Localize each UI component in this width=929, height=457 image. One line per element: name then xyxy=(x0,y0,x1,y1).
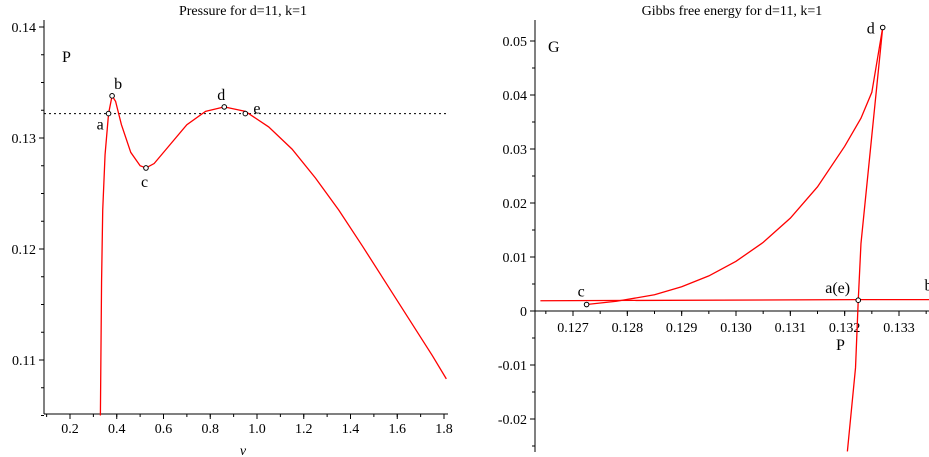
point-label: a xyxy=(97,117,104,134)
ticks: 0.2 0.4 0.6 0.8 1.0 1.2 1.4 1.6 1.8 0.11 0.12 0.13 0… xyxy=(12,21,453,437)
x-tick-label: 0.6 xyxy=(155,422,173,437)
point-label: d xyxy=(217,87,225,104)
point-e-marker xyxy=(242,110,249,117)
x-tick-label: 0.132 xyxy=(829,321,861,336)
x-tick-label: 1.6 xyxy=(389,422,407,437)
x-tick-label: 0.128 xyxy=(612,321,644,336)
markers: c a(e) b d xyxy=(578,21,929,308)
markers: a b c d e xyxy=(97,76,261,191)
pressure-curve xyxy=(99,94,447,416)
point-label: b xyxy=(114,76,122,93)
y-tick-label: -0.02 xyxy=(498,413,527,428)
axes xyxy=(534,20,929,452)
y-tick-label: 0.13 xyxy=(12,132,37,147)
y-tick-label: 0 xyxy=(520,305,527,320)
gibbs-curve xyxy=(846,27,884,452)
curves xyxy=(540,27,929,452)
point-marker xyxy=(583,301,590,308)
point-d-marker xyxy=(221,104,228,110)
x-tick-label: 0.2 xyxy=(61,422,79,437)
point-marker xyxy=(879,24,886,31)
x-tick-label: 0.130 xyxy=(720,321,752,336)
point-label: b xyxy=(924,278,929,295)
pressure-chart: Pressure for d=11, k=1 P v 0.2 0.4 0.6 0.8 1… xyxy=(12,4,453,457)
y-tick-label: 0.12 xyxy=(12,243,37,258)
axes xyxy=(43,20,448,415)
x-tick-label: 1.0 xyxy=(248,422,266,437)
x-tick-label: 1.8 xyxy=(435,422,453,437)
point-b-marker xyxy=(109,93,115,99)
x-tick-label: 0.129 xyxy=(666,321,698,336)
curves xyxy=(99,94,447,416)
point-c-marker xyxy=(143,165,149,171)
y-axis-label: P xyxy=(62,49,71,66)
x-tick-label: 0.133 xyxy=(883,321,915,336)
x-tick-label: 0.8 xyxy=(202,422,220,437)
chart-title: Pressure for d=11, k=1 xyxy=(179,4,307,19)
x-tick-label: 1.4 xyxy=(342,422,360,437)
y-tick-label: -0.01 xyxy=(498,359,527,374)
y-tick-label: 0.05 xyxy=(503,35,528,50)
x-tick-label: 1.2 xyxy=(295,422,313,437)
point-label: c xyxy=(578,284,585,301)
y-tick-label: 0.04 xyxy=(503,89,528,104)
point-label: e xyxy=(253,101,260,118)
point-label: d xyxy=(867,21,875,38)
x-tick-label: 0.131 xyxy=(775,321,807,336)
point-label: a(e) xyxy=(825,280,850,297)
point-label: c xyxy=(141,174,148,191)
y-tick-label: 0.02 xyxy=(503,197,528,212)
y-tick-label: 0.03 xyxy=(503,143,528,158)
gibbs-curve xyxy=(540,299,929,302)
ticks: 0.127 0.128 0.129 0.130 0.131 0.132 0.133 -0.02… xyxy=(498,35,927,447)
point-a-marker xyxy=(105,110,112,117)
x-axis-label: v xyxy=(240,444,247,457)
gibbs-chart: Gibbs free energy for d=11, k=1 G P 0.12… xyxy=(498,4,929,452)
gibbs-curve xyxy=(586,27,884,306)
chart-title: Gibbs free energy for d=11, k=1 xyxy=(642,4,823,19)
x-axis-label: P xyxy=(836,337,845,354)
x-tick-label: 0.4 xyxy=(108,422,126,437)
y-axis-label: G xyxy=(548,39,560,56)
x-tick-label: 0.127 xyxy=(557,321,589,336)
y-tick-label: 0.11 xyxy=(12,354,36,369)
y-tick-label: 0.01 xyxy=(503,251,528,266)
point-marker xyxy=(855,297,862,304)
y-tick-label: 0.14 xyxy=(12,21,37,36)
